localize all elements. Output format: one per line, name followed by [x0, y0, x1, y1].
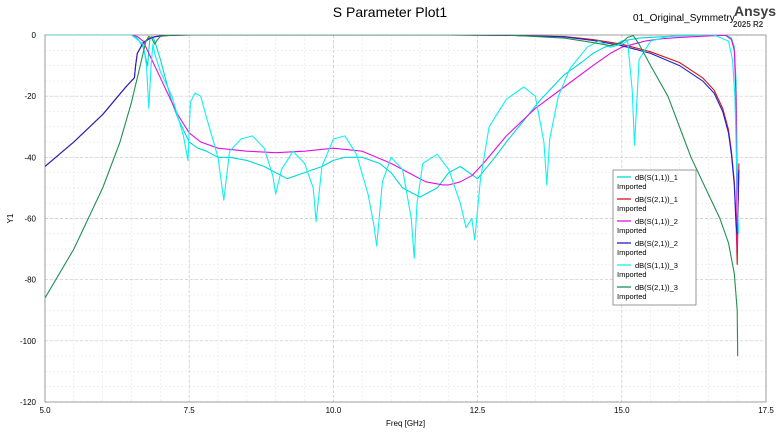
chart-title: S Parameter Plot1 — [333, 4, 448, 20]
legend-series-name: dB(S(2,1))_1 — [635, 195, 678, 204]
y-tick-label: -80 — [24, 276, 36, 285]
legend-series-sublabel: Imported — [617, 248, 647, 257]
x-tick-label: 7.5 — [184, 406, 196, 415]
series-line-4[interactable] — [45, 35, 740, 235]
x-tick-label: 10.0 — [326, 406, 342, 415]
legend-series-sublabel: Imported — [617, 292, 647, 301]
y-axis-label: Y1 — [6, 213, 15, 223]
series-line-1[interactable] — [45, 35, 739, 234]
legend-series-name: dB(S(2,1))_3 — [635, 283, 678, 292]
series-group — [45, 35, 740, 357]
legend-box — [612, 169, 697, 306]
brand-logo: Ansys — [734, 3, 776, 19]
legend-series-sublabel: Imported — [617, 226, 647, 235]
legend-series-sublabel: Imported — [617, 182, 647, 191]
legend[interactable]: dB(S(1,1))_1ImporteddB(S(2,1))_1Imported… — [612, 169, 697, 306]
x-tick-label: 17.5 — [758, 406, 774, 415]
x-tick-label: 12.5 — [470, 406, 486, 415]
legend-series-name: dB(S(1,1))_3 — [635, 261, 678, 270]
series-line-6[interactable] — [45, 35, 739, 357]
legend-series-sublabel: Imported — [617, 270, 647, 279]
axis-ticks: 5.0 7.5 10.0 12.5 15.0 17.5 0 -20 -40 -60 -80 -100 -… — [20, 31, 774, 415]
x-tick-label: 5.0 — [39, 406, 51, 415]
series-line-3[interactable] — [45, 35, 739, 250]
y-tick-label: 0 — [32, 31, 37, 40]
y-tick-label: -120 — [20, 398, 37, 407]
legend-series-name: dB(S(2,1))_2 — [635, 239, 678, 248]
brand-version: 2025 R2 — [733, 20, 764, 29]
y-tick-label: -40 — [24, 153, 36, 162]
x-tick-label: 15.0 — [614, 406, 630, 415]
y-tick-label: -60 — [24, 215, 36, 224]
legend-series-name: dB(S(1,1))_1 — [635, 173, 678, 182]
legend-series-sublabel: Imported — [617, 204, 647, 213]
series-line-5[interactable] — [45, 35, 739, 259]
x-axis-label: Freq [GHz] — [386, 419, 425, 428]
y-tick-label: -100 — [20, 337, 37, 346]
y-tick-label: -20 — [24, 92, 36, 101]
legend-series-name: dB(S(1,1))_2 — [635, 217, 678, 226]
project-name: 01_Original_Symmetry — [633, 13, 735, 24]
